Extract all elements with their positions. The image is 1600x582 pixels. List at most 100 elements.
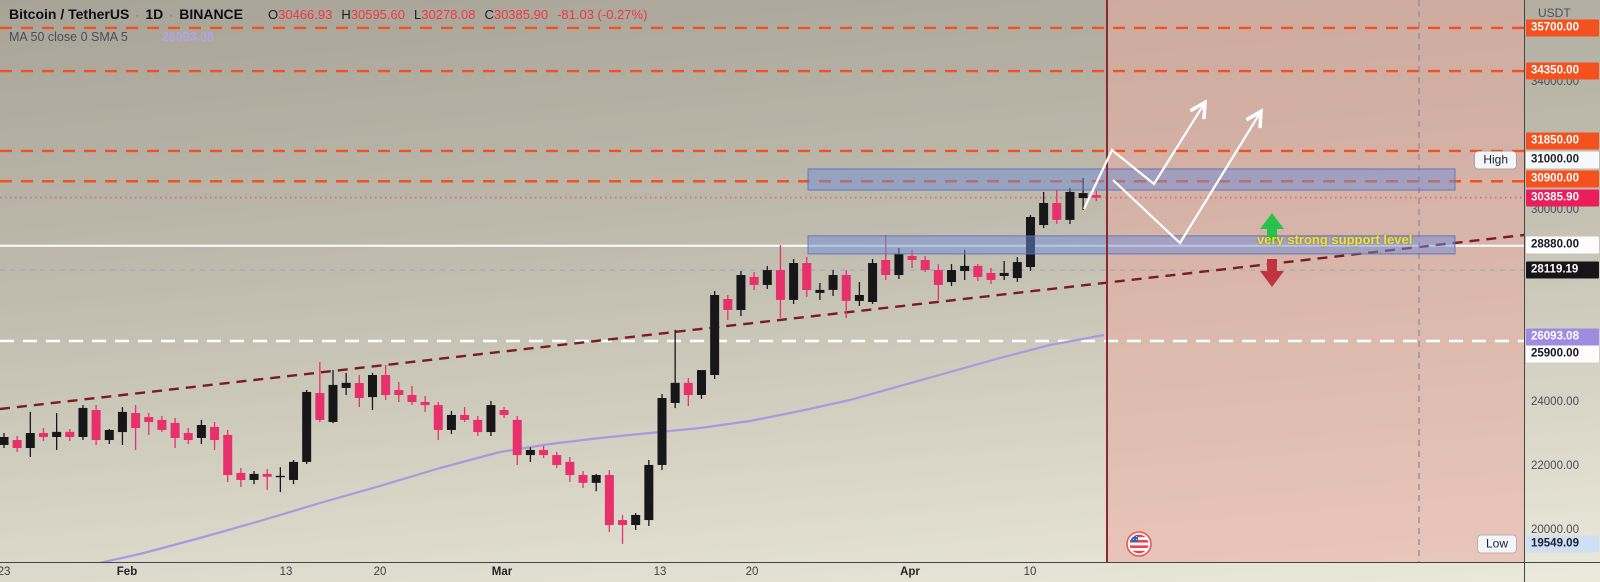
candle-body: [196, 425, 206, 438]
candle-body: [78, 407, 88, 437]
price-label-badge: 30385.90: [1526, 189, 1599, 207]
bounce-up-arrow-icon: [1260, 213, 1284, 241]
forecast-zone: [1107, 0, 1524, 562]
candle-body: [420, 402, 430, 406]
candle-body: [25, 433, 35, 449]
candle-body: [854, 294, 864, 301]
candle-body: [775, 270, 785, 300]
candle-body: [947, 270, 957, 283]
candle-body: [12, 440, 22, 449]
candle-body: [381, 375, 391, 395]
price-label-badge: 35700.00: [1526, 19, 1599, 37]
candle-body: [499, 410, 509, 415]
candle-body: [460, 414, 470, 420]
candle-body: [262, 473, 272, 477]
price-label-badge: 28880.00: [1526, 236, 1599, 254]
candle-body: [828, 275, 838, 290]
price-tick: 22000.00: [1531, 460, 1579, 472]
candle-body: [644, 464, 654, 521]
chart-canvas[interactable]: [0, 0, 1524, 562]
candle-body: [223, 434, 233, 476]
price-label-badge: 19549.09: [1526, 535, 1599, 553]
time-tick: 13: [279, 566, 293, 578]
candle-body: [907, 256, 917, 260]
candle-body: [486, 405, 496, 433]
candle-body: [670, 382, 680, 403]
price-axis[interactable]: USDT 34000.00 30000.00 24000.00 22000.00 200…: [1524, 0, 1600, 582]
candle-body: [868, 263, 878, 303]
candle-body: [802, 263, 812, 291]
time-tick: 20: [745, 566, 759, 578]
candle-body: [302, 391, 312, 462]
candle-body: [367, 375, 377, 398]
candle-body: [960, 265, 970, 272]
candle-body: [341, 382, 351, 388]
price-label-badge: 28119.19: [1526, 261, 1599, 279]
support-resistance-band: [807, 235, 1456, 255]
time-axis[interactable]: 23 Feb 13 20 Mar 13 20 Apr 10: [0, 562, 1600, 582]
candle-body: [723, 298, 733, 310]
candle-body: [525, 449, 535, 456]
time-tick: Apr: [900, 566, 920, 578]
price-label-badge: 31850.00: [1526, 132, 1599, 150]
candle-body: [0, 436, 9, 445]
candle-body: [1091, 195, 1101, 198]
candlestick-plot[interactable]: [0, 0, 1524, 562]
candle-body: [657, 398, 667, 465]
candle-body: [881, 260, 891, 276]
candle-body: [407, 394, 417, 403]
price-label-badge: 30900.00: [1526, 170, 1599, 188]
candle-body: [433, 405, 443, 430]
candle-body: [275, 475, 285, 478]
candle-body: [249, 473, 259, 480]
currency-label: USDT: [1538, 6, 1571, 20]
candle-body: [1065, 191, 1075, 220]
candle-body: [354, 383, 364, 399]
candle-body: [604, 475, 614, 526]
candle-body: [933, 270, 943, 285]
candle-body: [473, 419, 483, 433]
candle-body: [512, 419, 522, 456]
candle-body: [762, 270, 772, 285]
time-tick: Feb: [116, 566, 138, 578]
candle-body: [920, 260, 930, 271]
high-marker-tag: High: [1475, 151, 1516, 169]
candle-body: [446, 414, 456, 430]
candle-body: [1052, 202, 1062, 220]
price-tick: 30000.00: [1531, 204, 1579, 216]
candle-body: [210, 426, 220, 441]
candle-body: [236, 472, 246, 480]
candle-body: [736, 275, 746, 310]
candle-body: [170, 422, 180, 438]
candle-body: [315, 393, 325, 420]
projection-arrow: [1112, 113, 1260, 245]
candle-body: [683, 382, 693, 395]
candle-body: [328, 384, 338, 422]
candle-body: [749, 276, 759, 285]
candle-body: [65, 431, 75, 437]
candle-body: [52, 431, 62, 437]
price-label-badge: 31000.00: [1526, 151, 1599, 169]
candle-body: [696, 370, 706, 395]
candle-body: [157, 419, 167, 430]
candle-body: [631, 514, 641, 526]
candle-body: [815, 289, 825, 293]
candle-body: [565, 461, 575, 476]
time-tick: 23: [0, 566, 11, 578]
candle-body: [117, 411, 127, 433]
breakdown-down-arrow-icon: [1260, 259, 1284, 287]
price-tick: 24000.00: [1531, 396, 1579, 408]
us-flag-icon: [1126, 531, 1152, 557]
candle-body: [578, 475, 588, 483]
price-label-badge: 26093.08: [1526, 328, 1599, 346]
candle-body: [894, 254, 904, 276]
price-tick: 20000.00: [1531, 524, 1579, 536]
candle-body: [91, 410, 101, 441]
time-tick: 13: [653, 566, 667, 578]
candle-body: [973, 265, 983, 277]
projection-arrow: [1083, 104, 1204, 210]
candle-body: [104, 429, 114, 441]
candle-body: [552, 455, 562, 465]
time-tick: 20: [373, 566, 387, 578]
candle-body: [999, 272, 1009, 276]
